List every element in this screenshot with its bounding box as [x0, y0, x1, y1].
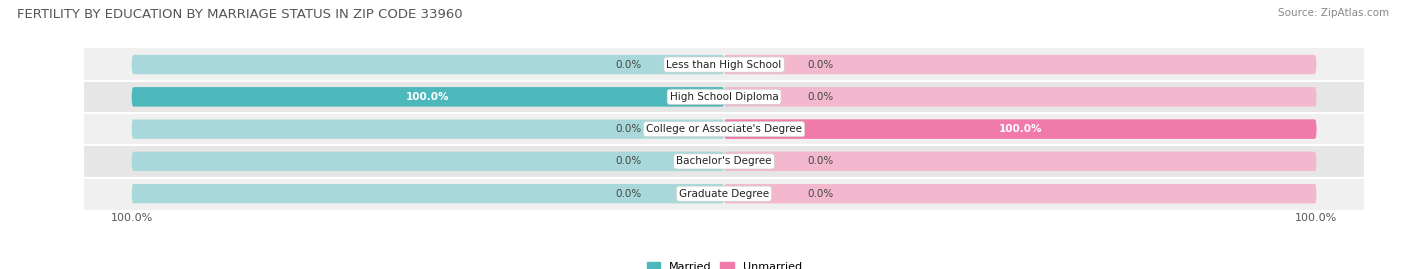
Text: 0.0%: 0.0%: [807, 92, 834, 102]
Text: FERTILITY BY EDUCATION BY MARRIAGE STATUS IN ZIP CODE 33960: FERTILITY BY EDUCATION BY MARRIAGE STATU…: [17, 8, 463, 21]
Text: Bachelor's Degree: Bachelor's Degree: [676, 156, 772, 167]
Text: Source: ZipAtlas.com: Source: ZipAtlas.com: [1278, 8, 1389, 18]
Text: 100.0%: 100.0%: [406, 92, 450, 102]
Text: 0.0%: 0.0%: [807, 59, 834, 70]
FancyBboxPatch shape: [724, 119, 1316, 139]
Text: 100.0%: 100.0%: [998, 124, 1042, 134]
FancyBboxPatch shape: [724, 87, 1316, 107]
Text: 0.0%: 0.0%: [807, 189, 834, 199]
FancyBboxPatch shape: [724, 55, 1316, 74]
FancyBboxPatch shape: [132, 152, 724, 171]
Bar: [84, 113, 1364, 145]
Text: 0.0%: 0.0%: [614, 124, 641, 134]
FancyBboxPatch shape: [132, 119, 724, 139]
FancyBboxPatch shape: [724, 152, 1316, 171]
Bar: [84, 145, 1364, 178]
Bar: [84, 81, 1364, 113]
Text: Less than High School: Less than High School: [666, 59, 782, 70]
Bar: [84, 48, 1364, 81]
Bar: [84, 178, 1364, 210]
FancyBboxPatch shape: [132, 184, 724, 203]
FancyBboxPatch shape: [132, 55, 724, 74]
Text: High School Diploma: High School Diploma: [669, 92, 779, 102]
Text: 0.0%: 0.0%: [614, 189, 641, 199]
Text: 0.0%: 0.0%: [807, 156, 834, 167]
Text: College or Associate's Degree: College or Associate's Degree: [647, 124, 801, 134]
Text: 0.0%: 0.0%: [614, 156, 641, 167]
FancyBboxPatch shape: [724, 119, 1316, 139]
Legend: Married, Unmarried: Married, Unmarried: [643, 257, 806, 269]
FancyBboxPatch shape: [132, 87, 724, 107]
Text: Graduate Degree: Graduate Degree: [679, 189, 769, 199]
FancyBboxPatch shape: [724, 184, 1316, 203]
FancyBboxPatch shape: [132, 87, 724, 107]
Text: 0.0%: 0.0%: [614, 59, 641, 70]
